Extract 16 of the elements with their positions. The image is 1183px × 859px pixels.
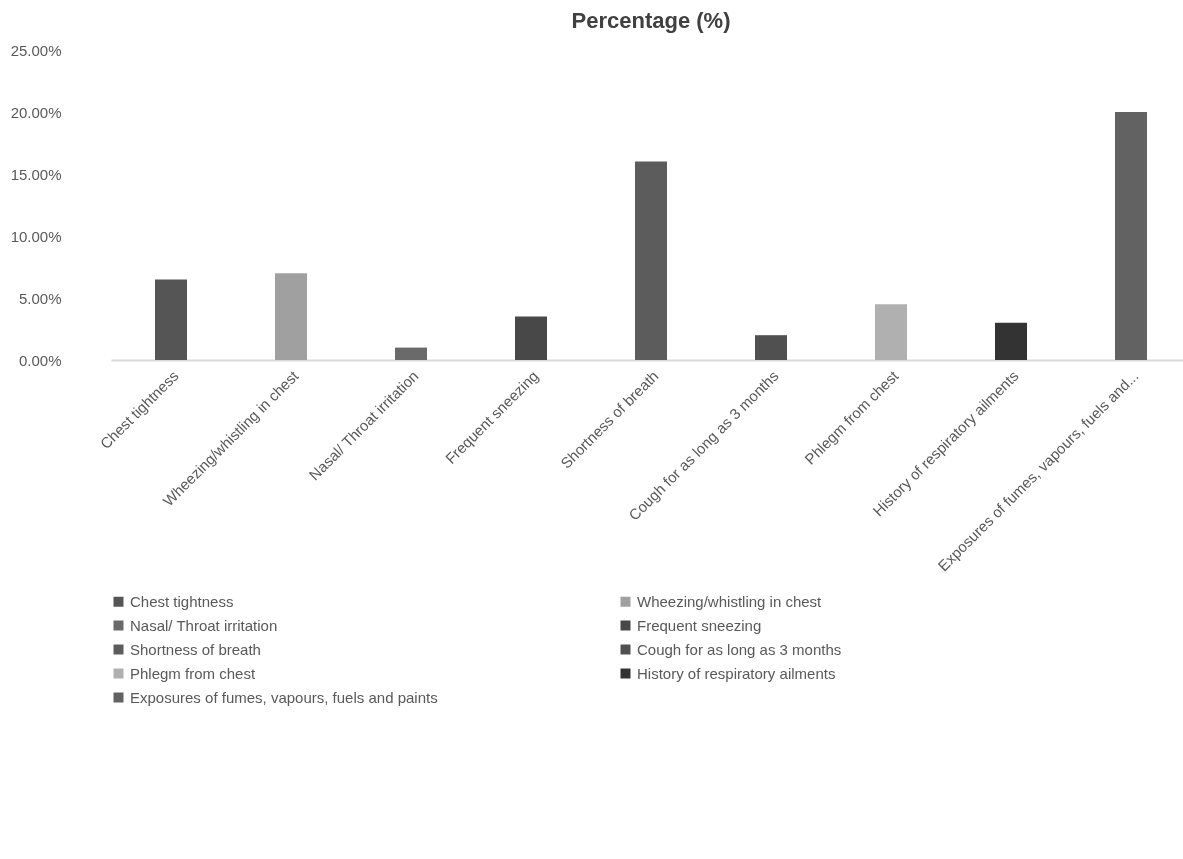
legend-label: Wheezing/whistling in chest (637, 592, 823, 610)
legend-label: Chest tightness (130, 592, 234, 610)
legend-label: Cough for as long as 3 months (637, 640, 842, 658)
y-tick-label: 15.00% (10, 165, 62, 183)
y-tick-label: 10.00% (10, 227, 62, 245)
legend-label: Phlegm from chest (130, 664, 256, 682)
chart-title: Percentage (%) (571, 8, 731, 33)
y-tick-label: 25.00% (10, 41, 62, 59)
y-tick-label: 0.00% (18, 351, 62, 369)
legend-label: Shortness of breath (130, 640, 261, 658)
legend-label: Exposures of fumes, vapours, fuels and paints (130, 688, 438, 706)
y-tick-label: 20.00% (10, 103, 62, 121)
legend-label: Nasal/ Throat irritation (130, 616, 278, 634)
y-tick-label: 5.00% (18, 289, 62, 307)
legend-label: History of respiratory ailments (637, 664, 836, 682)
legend-label: Frequent sneezing (637, 616, 762, 634)
